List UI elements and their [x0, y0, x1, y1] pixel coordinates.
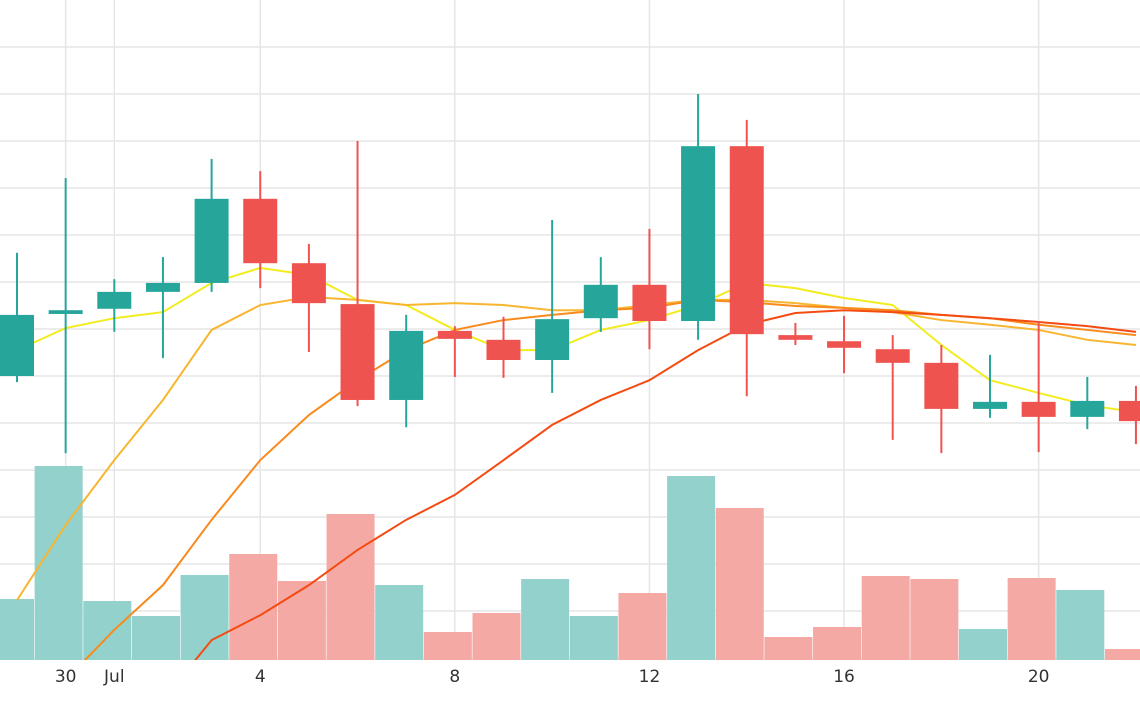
candle-body [486, 339, 521, 361]
volume-bar [0, 599, 34, 660]
volume-bar [83, 601, 132, 660]
candle-body [973, 401, 1007, 409]
candle-body [729, 146, 764, 335]
candle-body [924, 362, 959, 409]
volume-bar [375, 585, 424, 660]
volume-bar [1104, 649, 1140, 660]
moving-average-line [194, 309, 1137, 660]
candle-body [535, 319, 570, 361]
candle-body [145, 282, 180, 292]
candle-body [632, 284, 667, 322]
candle-body [48, 310, 83, 314]
volume-bar [472, 613, 521, 660]
volume-bar [618, 593, 667, 660]
candles [0, 94, 1140, 454]
volume-bars [0, 466, 1140, 660]
x-tick-label: 4 [255, 667, 266, 687]
candle-body [778, 335, 813, 340]
candle-body [0, 314, 34, 376]
candle-body [1118, 400, 1140, 422]
candle-body [389, 330, 424, 400]
candle-body [437, 330, 472, 339]
x-tick-label: 30 [55, 667, 77, 687]
candle-body [827, 341, 862, 348]
volume-bar [277, 581, 326, 660]
volume-bar [521, 579, 570, 660]
x-tick-label: 8 [449, 667, 460, 687]
volume-bar [667, 476, 716, 660]
volume-bar [326, 514, 375, 660]
volume-bar [813, 627, 862, 660]
volume-bar [131, 616, 180, 660]
x-tick-label: Jul [103, 667, 125, 687]
candle-body [97, 291, 132, 309]
moving-average-line [16, 296, 1137, 601]
candle-body [1070, 400, 1105, 417]
candle-body [243, 198, 278, 264]
volume-bar [423, 632, 472, 660]
grid [0, 0, 1140, 660]
candle-body [194, 198, 229, 283]
volume-bar [910, 579, 959, 660]
volume-bar [1056, 590, 1105, 660]
candle-body [291, 263, 326, 304]
x-tick-label: 20 [1028, 667, 1050, 687]
x-axis: 30 Jul 4 8 12 16 20 [55, 667, 1050, 687]
volume-bar [34, 466, 83, 660]
volume-bar [861, 576, 910, 660]
x-tick-label: 12 [639, 667, 661, 687]
volume-bar [569, 616, 618, 660]
candle-body [681, 146, 716, 322]
volume-bar [959, 629, 1007, 660]
volume-bar [764, 637, 813, 660]
volume-bar [1007, 578, 1056, 660]
candle-body [340, 304, 375, 400]
candle-body [583, 284, 618, 319]
volume-bar [229, 554, 278, 660]
x-tick-label: 16 [833, 667, 855, 687]
moving-average-line [16, 266, 1137, 414]
volume-bar [180, 575, 229, 660]
candle-body [1021, 401, 1056, 417]
volume-bar [715, 508, 764, 660]
candle-body [875, 349, 910, 363]
